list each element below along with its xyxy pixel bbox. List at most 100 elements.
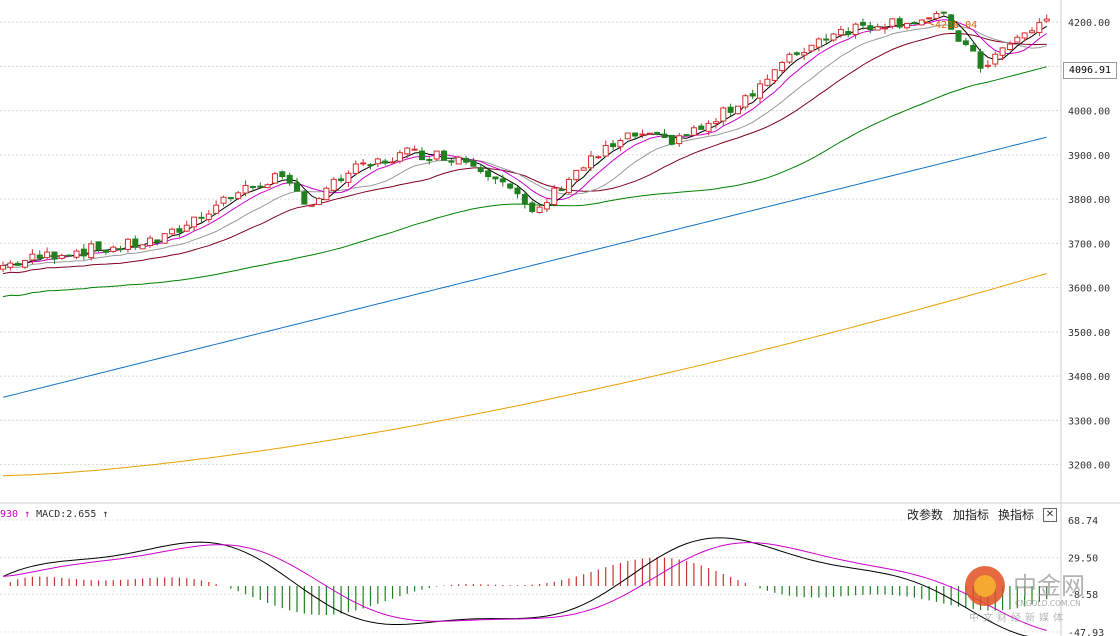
candle-body: [227, 197, 234, 200]
candle-body: [1036, 21, 1043, 33]
macd-value: MACD:2.655: [36, 509, 97, 520]
candle-body: [374, 158, 381, 165]
candle-body: [426, 158, 433, 161]
candle-body: [14, 262, 21, 266]
candle-body: [962, 40, 969, 45]
y-tick-label: 3200.00: [1068, 461, 1110, 472]
candle-body: [514, 187, 521, 195]
candle-body: [970, 44, 977, 52]
candle-body: [727, 106, 734, 113]
candle-body: [565, 178, 572, 193]
candle-body: [147, 237, 153, 246]
candle-body: [88, 243, 95, 259]
logo-url: CNGOLD.COM.CN: [1015, 599, 1081, 608]
candle-body: [749, 93, 756, 97]
candle-body: [764, 78, 771, 86]
candle-body: [404, 147, 411, 155]
candle-body: [882, 27, 888, 30]
macd-tick-label: 29.50: [1068, 554, 1098, 565]
candle-body: [955, 30, 962, 42]
candle-body: [742, 95, 749, 108]
modify-params-button[interactable]: 改参数: [907, 508, 944, 522]
candle-body: [73, 250, 80, 258]
candle-body: [95, 241, 102, 251]
candle-body: [948, 14, 955, 30]
candle-body: [757, 83, 764, 99]
candle-body: [345, 172, 352, 183]
candle-body: [654, 132, 661, 135]
candle-body: [154, 239, 161, 243]
candle-body: [859, 21, 866, 26]
candle-body: [51, 251, 58, 260]
candle-body: [279, 171, 286, 177]
candle-body: [205, 213, 212, 220]
candle-body: [301, 191, 308, 205]
candle-body: [0, 265, 6, 270]
candle-body: [29, 253, 36, 261]
candle-body: [992, 53, 999, 65]
ma10-line: [2, 19, 1047, 267]
candle-body: [735, 105, 741, 115]
candle-body: [602, 144, 609, 157]
candle-body: [448, 160, 455, 163]
candle-body: [999, 47, 1006, 56]
candle-body: [271, 173, 278, 184]
candle-body: [257, 185, 264, 188]
candle-body: [110, 246, 117, 253]
candle-body: [837, 29, 844, 36]
candle-body: [536, 206, 543, 214]
candle-body: [132, 238, 139, 248]
macd-tick-label: -8.58: [1068, 590, 1098, 601]
candle-body: [786, 53, 793, 63]
candle-body: [323, 187, 330, 201]
candle-body: [455, 156, 462, 165]
candle-body: [463, 157, 470, 163]
candle-body: [639, 133, 646, 136]
candle-body: [632, 132, 639, 137]
switch-indicator-button[interactable]: 换指标: [998, 508, 1035, 522]
candle-body: [551, 187, 558, 205]
candle-body: [646, 132, 653, 135]
macd-legend: 930 ↑ MACD:2.655 ↑: [0, 509, 109, 520]
candle-body: [294, 182, 300, 192]
candle-body: [22, 259, 29, 268]
candle-body: [367, 164, 374, 167]
candle-body: [904, 23, 911, 29]
add-indicator-button[interactable]: 加指标: [953, 508, 990, 522]
ma120-line: [2, 136, 1047, 398]
candle-body: [779, 62, 786, 72]
high-annotation-label: 4238.04: [935, 20, 977, 31]
candle-body: [44, 251, 51, 259]
candle-body: [213, 204, 220, 214]
candle-body: [610, 143, 617, 148]
ma20-line: [2, 24, 1047, 269]
candle-body: [220, 196, 227, 204]
y-tick-label: 4200.00: [1068, 18, 1110, 29]
macd-tick-label: 68.74: [1068, 516, 1098, 527]
candle-body: [521, 193, 528, 205]
macd-tick-label: -47.93: [1068, 628, 1104, 636]
candle-body: [352, 163, 359, 174]
candle-body: [249, 185, 256, 188]
candle-body: [492, 176, 499, 180]
candle-body: [389, 161, 396, 164]
close-indicator-button[interactable]: ✕: [1043, 508, 1057, 522]
candle-body: [117, 248, 124, 251]
candle-body: [1006, 43, 1013, 50]
candle-body: [169, 228, 176, 235]
candle-body: [558, 189, 565, 192]
candle-body: [499, 178, 506, 183]
candle-body: [712, 121, 719, 125]
candle-body: [198, 216, 205, 219]
candle-body: [668, 134, 675, 145]
candle-body: [58, 254, 65, 259]
candle-body: [543, 202, 550, 210]
candle-body: [161, 233, 168, 244]
macd-prefix: 930: [0, 509, 19, 520]
y-tick-label: 3600.00: [1068, 284, 1110, 295]
candle-body: [801, 52, 808, 56]
ma250-line: [2, 273, 1047, 477]
candle-body: [1014, 36, 1021, 43]
candle-body: [852, 23, 859, 35]
